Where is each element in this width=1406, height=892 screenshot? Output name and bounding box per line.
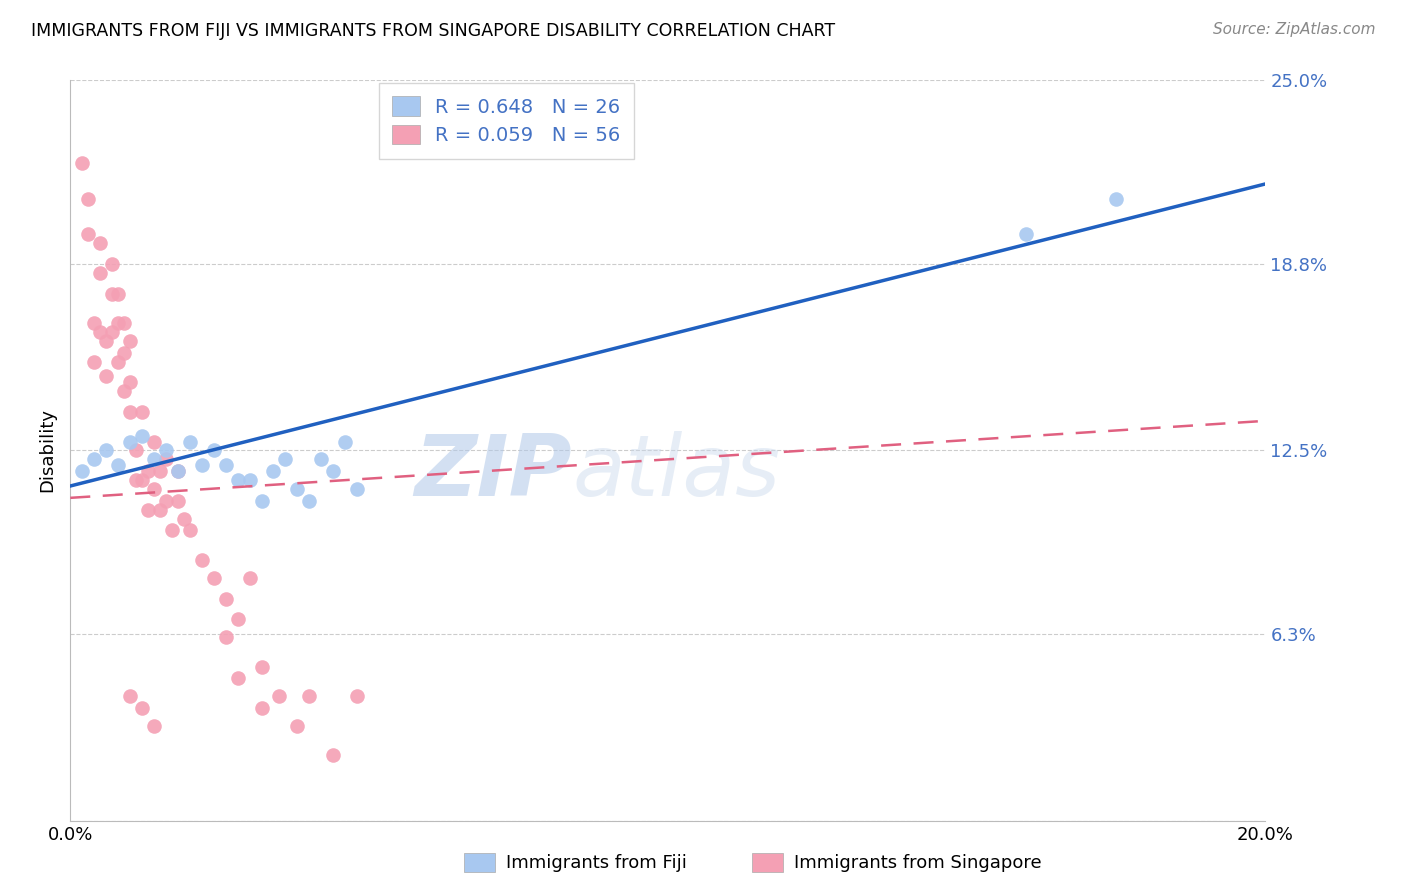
Point: [166, 464, 188, 478]
Point: [83, 354, 105, 368]
Point: [83, 452, 105, 467]
Point: [112, 345, 135, 359]
Point: [89, 325, 111, 339]
Point: [143, 452, 166, 467]
Point: [77, 227, 100, 242]
Point: [107, 354, 129, 368]
Point: [298, 493, 321, 508]
Point: [263, 464, 285, 478]
Point: [77, 192, 100, 206]
Point: [101, 257, 124, 271]
Point: [214, 458, 236, 473]
Point: [250, 493, 273, 508]
Point: [136, 502, 159, 516]
Point: [143, 719, 166, 733]
Point: [346, 482, 368, 496]
Text: Immigrants from Singapore: Immigrants from Singapore: [794, 854, 1042, 871]
Point: [160, 524, 183, 538]
Point: [112, 316, 135, 330]
Point: [125, 443, 148, 458]
Point: [120, 434, 141, 449]
Point: [107, 316, 129, 330]
Point: [239, 473, 262, 487]
Point: [107, 286, 129, 301]
Point: [179, 524, 201, 538]
Point: [125, 473, 148, 487]
Point: [191, 458, 214, 473]
Point: [214, 591, 236, 606]
Point: [107, 458, 129, 473]
Text: ZIP: ZIP: [415, 431, 572, 514]
Point: [166, 464, 188, 478]
Point: [120, 405, 141, 419]
Point: [179, 434, 201, 449]
Point: [322, 748, 344, 763]
Point: [96, 443, 118, 458]
Text: Source: ZipAtlas.com: Source: ZipAtlas.com: [1212, 22, 1375, 37]
Point: [239, 571, 262, 585]
Point: [274, 452, 297, 467]
Point: [96, 369, 118, 384]
Point: [83, 316, 105, 330]
Point: [89, 266, 111, 280]
Point: [166, 493, 188, 508]
Point: [214, 630, 236, 644]
Point: [155, 493, 177, 508]
Point: [287, 719, 309, 733]
Point: [346, 690, 368, 704]
Y-axis label: Disability: Disability: [38, 409, 56, 492]
Point: [191, 553, 214, 567]
Point: [1015, 227, 1038, 242]
Point: [89, 236, 111, 251]
Point: [120, 334, 141, 348]
Point: [96, 334, 118, 348]
Point: [70, 464, 93, 478]
Point: [269, 690, 291, 704]
Point: [287, 482, 309, 496]
Point: [131, 428, 153, 442]
Point: [112, 384, 135, 399]
Point: [155, 443, 177, 458]
Point: [131, 405, 153, 419]
Point: [202, 571, 225, 585]
Point: [1105, 192, 1128, 206]
Text: Immigrants from Fiji: Immigrants from Fiji: [506, 854, 688, 871]
Point: [173, 511, 195, 525]
Text: IMMIGRANTS FROM FIJI VS IMMIGRANTS FROM SINGAPORE DISABILITY CORRELATION CHART: IMMIGRANTS FROM FIJI VS IMMIGRANTS FROM …: [31, 22, 835, 40]
Point: [250, 701, 273, 715]
Point: [131, 473, 153, 487]
Point: [311, 452, 333, 467]
Point: [226, 672, 249, 686]
Point: [120, 376, 141, 390]
Point: [131, 701, 153, 715]
Point: [335, 434, 357, 449]
Point: [120, 690, 141, 704]
Point: [70, 156, 93, 170]
Point: [101, 286, 124, 301]
Legend: R = 0.648   N = 26, R = 0.059   N = 56: R = 0.648 N = 26, R = 0.059 N = 56: [378, 83, 634, 159]
Point: [226, 473, 249, 487]
Text: atlas: atlas: [572, 431, 780, 514]
Point: [101, 325, 124, 339]
Point: [322, 464, 344, 478]
Point: [143, 434, 166, 449]
Point: [149, 464, 172, 478]
Point: [143, 482, 166, 496]
Point: [136, 464, 159, 478]
Point: [155, 452, 177, 467]
Point: [226, 612, 249, 626]
Point: [202, 443, 225, 458]
Point: [250, 659, 273, 673]
Point: [149, 502, 172, 516]
Point: [298, 690, 321, 704]
